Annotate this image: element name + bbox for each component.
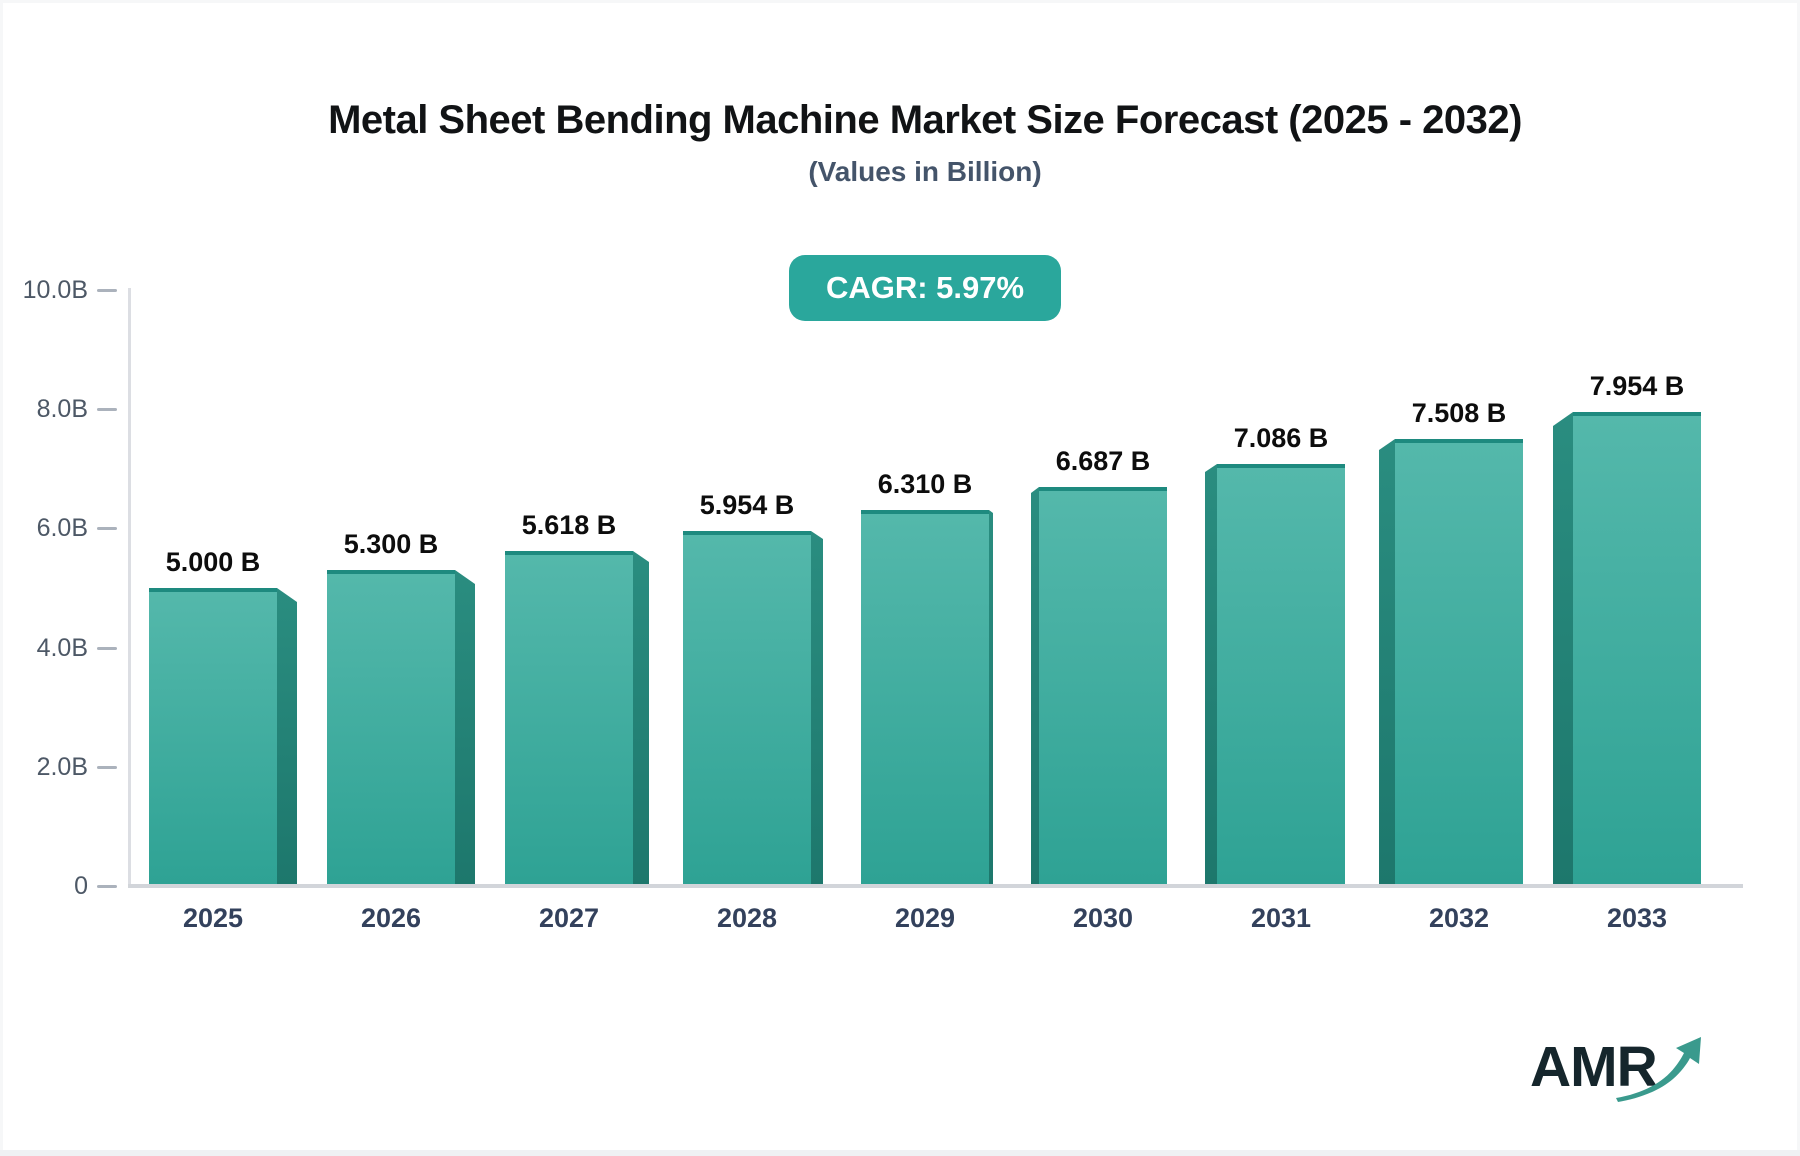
bar-2031 [1217,464,1345,886]
y-tick-label: 6.0B [36,514,88,543]
brand-name: AMR [1530,1035,1658,1099]
bar-side-face [1553,412,1573,886]
x-tick-label: 2027 [538,903,600,933]
bar-2029 [861,510,989,886]
bar-value-label: 5.000 B [165,547,261,577]
y-tick-label: 10.0B [22,276,88,304]
x-tick-label: 2025 [182,903,244,933]
bar-2032 [1395,439,1523,886]
bar-side-face [455,570,475,886]
bar-value-label: 5.618 B [521,510,617,540]
x-tick-label: 2026 [360,903,422,933]
bar-2027 [505,551,633,886]
y-tick-mark [97,408,117,412]
x-tick-label: 2032 [1428,903,1490,933]
bar-value-label: 7.954 B [1589,371,1685,401]
bar-value-label: 7.086 B [1233,423,1329,453]
growth-arrow-icon [1616,1037,1701,1102]
chart-subtitle: (Values in Billion) [808,156,1042,187]
bar-side-face [633,551,649,886]
bar-2025 [149,588,277,886]
bar-2026 [327,570,455,886]
y-tick-mark [97,289,117,292]
y-tick-label: 2.0B [36,752,88,781]
bar-side-face [277,588,297,886]
bar-side-face [811,531,823,886]
bar-value-label: 7.508 B [1411,398,1507,428]
y-tick-label: 8.0B [36,395,88,424]
bar-side-face [1031,487,1039,886]
cagr-badge-row: CAGR: 5.97% [50,255,1800,321]
bar-2033 [1573,412,1701,886]
x-tick-label: 2028 [716,903,778,933]
x-axis-baseline [128,884,1743,888]
bar-value-label: 5.954 B [699,490,795,520]
y-axis-line [128,288,131,887]
bar-value-label: 5.300 B [343,529,439,559]
brand-logo: AMR [1530,1034,1730,1114]
y-tick-mark [97,646,117,650]
y-tick-label: 0 [74,872,88,900]
x-tick-label: 2029 [894,903,956,933]
bar-value-label: 6.310 B [877,469,973,499]
bar-value-label: 6.687 B [1055,446,1151,476]
bar-side-face [989,510,993,886]
x-tick-label: 2031 [1250,903,1312,933]
bar-side-face [1205,464,1217,886]
bar-2030 [1039,487,1167,886]
x-tick-label: 2030 [1072,903,1134,933]
bar-side-face [1379,439,1395,886]
bar-2028 [683,531,811,886]
y-tick-mark [97,765,117,769]
y-tick-label: 4.0B [36,633,88,662]
y-tick-mark [97,527,117,531]
chart-title: Metal Sheet Bending Machine Market Size … [328,98,1522,142]
y-tick-mark [97,885,117,888]
x-tick-label: 2033 [1606,903,1668,933]
cagr-badge: CAGR: 5.97% [788,255,1062,321]
